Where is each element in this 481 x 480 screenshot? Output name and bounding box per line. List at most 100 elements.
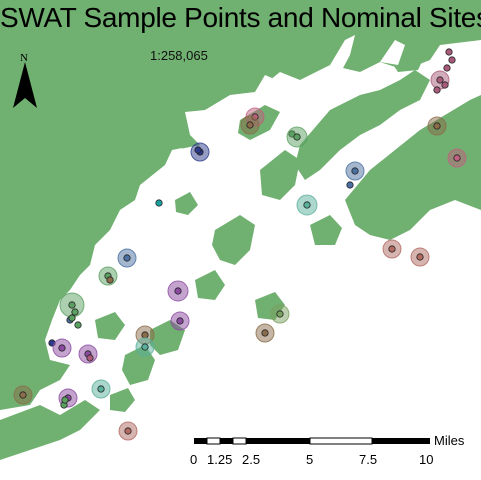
- sample-point[interactable]: [117, 248, 137, 268]
- small-island-8: [390, 50, 425, 72]
- sample-point[interactable]: [135, 337, 155, 357]
- sample-point[interactable]: [255, 323, 275, 343]
- sample-point-dot: [293, 133, 301, 141]
- sample-point[interactable]: [71, 308, 79, 316]
- scale-bar-label-3: 5: [306, 452, 314, 467]
- sample-point[interactable]: [445, 48, 453, 56]
- sample-point-dot: [441, 81, 449, 89]
- sample-point[interactable]: [155, 199, 163, 207]
- inlet-4: [165, 148, 182, 165]
- scale-bar-label-5: 10: [419, 452, 434, 467]
- sample-point-dot: [124, 427, 132, 435]
- scale-bar-seg-6: [309, 437, 373, 445]
- north-label: N: [20, 52, 28, 64]
- sample-point-dot: [346, 181, 354, 189]
- scale-bar-label-2: 2.5: [242, 452, 261, 467]
- north-arrow-icon: [13, 62, 37, 108]
- sample-point-dot: [194, 146, 202, 154]
- sample-point-dot: [74, 321, 82, 329]
- sample-point[interactable]: [170, 311, 190, 331]
- scale-bar-label-0: 0: [190, 452, 198, 467]
- sample-point-dot: [71, 308, 79, 316]
- sample-point[interactable]: [441, 81, 449, 89]
- inlet-1: [330, 35, 355, 70]
- inlet-2: [380, 40, 405, 65]
- map-title: SWAT Sample Points and Nominal Sites: [0, 2, 481, 33]
- sample-point-dot: [433, 86, 441, 94]
- sample-point[interactable]: [52, 338, 72, 358]
- sample-point[interactable]: [410, 247, 430, 267]
- central-island-b: [260, 150, 300, 200]
- sample-point-dot: [97, 385, 105, 393]
- sample-point[interactable]: [86, 354, 94, 362]
- scale-bar: [194, 437, 430, 445]
- sample-point[interactable]: [382, 239, 402, 259]
- scale-bar-label-4: 7.5: [359, 452, 378, 467]
- sample-point-dot: [106, 276, 114, 284]
- sample-point[interactable]: [13, 385, 33, 405]
- sample-point-dot: [448, 56, 456, 64]
- sample-point[interactable]: [346, 181, 354, 189]
- sample-point[interactable]: [296, 194, 318, 216]
- sample-point-dot: [351, 167, 359, 175]
- sample-point[interactable]: [433, 86, 441, 94]
- inlet-3: [255, 75, 272, 95]
- eastern-peninsula-2: [345, 95, 481, 240]
- sample-point-dot: [58, 344, 66, 352]
- mainland: [0, 0, 481, 410]
- sample-point[interactable]: [427, 116, 447, 136]
- sample-point[interactable]: [106, 276, 114, 284]
- sample-point-dot: [276, 310, 284, 318]
- sample-point[interactable]: [167, 280, 189, 302]
- sample-point-dot: [141, 331, 149, 339]
- sample-point[interactable]: [91, 379, 111, 399]
- scale-bar-seg-2: [206, 437, 221, 445]
- sample-point-dot: [19, 391, 27, 399]
- sample-point-dot: [436, 76, 444, 84]
- sample-point-dot: [445, 48, 453, 56]
- sample-point[interactable]: [118, 421, 138, 441]
- small-island-3: [195, 270, 225, 300]
- southwest-land: [0, 400, 100, 460]
- sample-point-dot: [123, 254, 131, 262]
- sample-point-dot: [416, 253, 424, 261]
- sample-point-dot: [443, 64, 451, 72]
- sample-point-dot: [453, 154, 461, 162]
- sample-point[interactable]: [443, 64, 451, 72]
- sample-point-dot: [246, 121, 254, 129]
- scale-bar-label-1: 1.25: [207, 452, 233, 467]
- sample-point[interactable]: [345, 161, 365, 181]
- small-island-9: [175, 192, 198, 215]
- scale-bar-seg-5: [246, 438, 310, 444]
- small-island-7: [110, 388, 135, 412]
- small-island-5: [310, 215, 342, 245]
- eastern-peninsula-1: [295, 70, 430, 180]
- sample-point-dot: [388, 245, 396, 253]
- sample-point-dot: [433, 122, 441, 130]
- small-island-4: [95, 312, 125, 340]
- sample-point[interactable]: [270, 304, 290, 324]
- sample-point[interactable]: [194, 146, 202, 154]
- sample-points-layer: [13, 48, 467, 441]
- scale-bar-units: Miles: [434, 433, 465, 448]
- sample-point-dot: [68, 301, 76, 309]
- sample-point-dot: [303, 201, 311, 209]
- scale-bar-seg-3: [220, 438, 233, 444]
- scale-bar-seg-4: [232, 437, 247, 445]
- central-island-a: [212, 215, 255, 265]
- sample-point[interactable]: [68, 314, 76, 322]
- sample-point-dot: [261, 329, 269, 337]
- sample-point-dot: [141, 343, 149, 351]
- sample-point-dot: [86, 354, 94, 362]
- sample-point[interactable]: [74, 321, 82, 329]
- scale-bar-seg-7: [372, 438, 430, 444]
- sample-point[interactable]: [240, 115, 260, 135]
- sample-point[interactable]: [448, 56, 456, 64]
- sample-point-dot: [61, 396, 69, 404]
- sample-point[interactable]: [61, 396, 69, 404]
- sample-point-dot: [176, 317, 184, 325]
- sample-point[interactable]: [447, 148, 467, 168]
- sample-point[interactable]: [286, 126, 308, 148]
- sample-point-dot: [174, 287, 182, 295]
